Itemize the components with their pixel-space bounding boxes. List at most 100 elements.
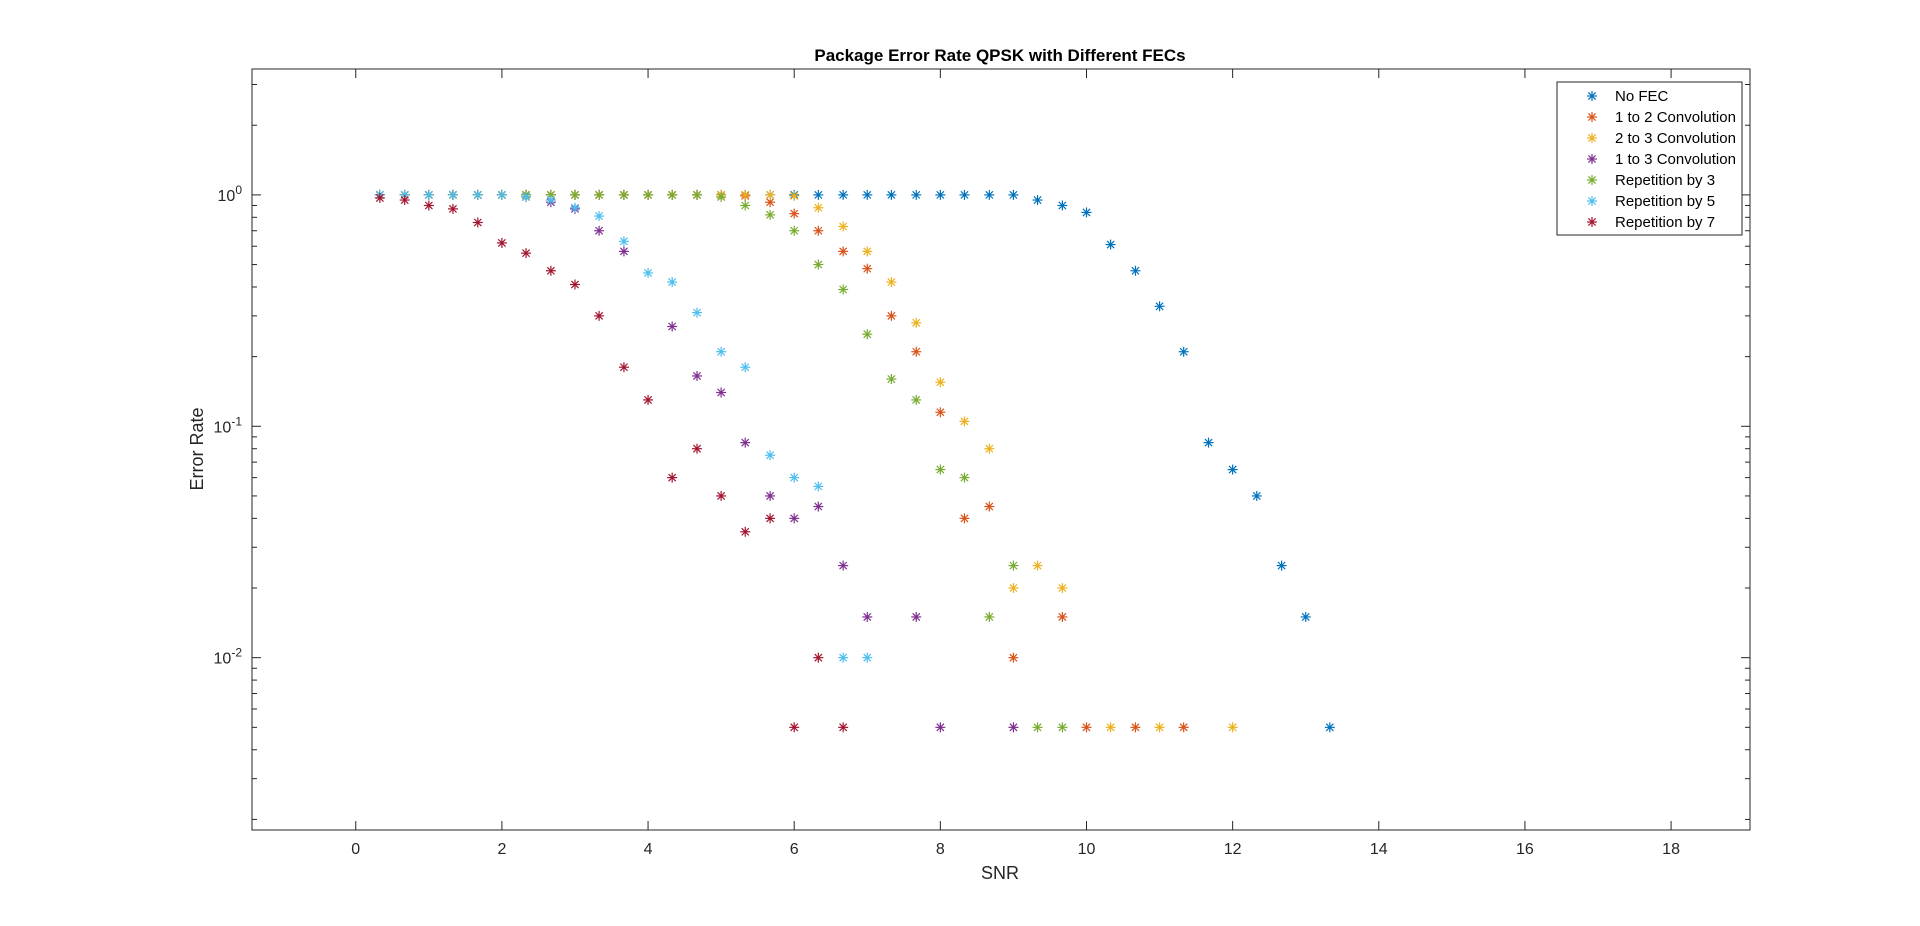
data-point [1105, 722, 1116, 733]
data-point [1057, 722, 1068, 733]
data-point [862, 611, 873, 622]
data-point [1276, 560, 1287, 571]
data-point [716, 346, 727, 357]
data-point [1008, 722, 1019, 733]
legend-label: 1 to 3 Convolution [1615, 151, 1736, 168]
data-point [716, 387, 727, 398]
data-point [1203, 437, 1214, 448]
data-point [838, 560, 849, 571]
data-point [838, 652, 849, 663]
data-point [1324, 722, 1335, 733]
plot-frame [251, 68, 1751, 831]
data-point [643, 394, 654, 405]
data-point [959, 416, 970, 427]
data-point [1081, 722, 1092, 733]
x-tick-label: 10 [1078, 841, 1096, 858]
data-point [862, 246, 873, 257]
x-tick-label: 0 [351, 841, 360, 858]
x-tick-label: 16 [1516, 841, 1534, 858]
x-tick-label: 6 [790, 841, 799, 858]
data-point [838, 189, 849, 200]
data-point [569, 202, 580, 213]
data-point [935, 407, 946, 418]
data-point [472, 217, 483, 228]
data-point [862, 263, 873, 274]
data-point [838, 221, 849, 232]
legend-item: 1 to 3 Convolution [1587, 151, 1736, 168]
legend-marker [1587, 175, 1597, 185]
legend-item: 2 to 3 Convolution [1587, 130, 1736, 147]
data-point [594, 225, 605, 236]
data-marks [374, 189, 1335, 733]
data-point [521, 191, 532, 202]
data-point [886, 310, 897, 321]
y-tick-base: 10 [214, 651, 232, 668]
data-point [594, 211, 605, 222]
legend-item: Repetition by 5 [1587, 193, 1715, 210]
data-point [447, 189, 458, 200]
legend-label: 1 to 2 Convolution [1615, 109, 1736, 126]
data-point [935, 464, 946, 475]
legend: No FEC 1 to 2 Convolution 2 to 3 Convoluti… [1556, 81, 1743, 236]
legend-item: Repetition by 3 [1587, 172, 1715, 189]
data-point [984, 501, 995, 512]
data-point [1081, 207, 1092, 218]
data-point [813, 189, 824, 200]
x-tick-label: 12 [1224, 841, 1242, 858]
data-point [813, 202, 824, 213]
data-point [862, 329, 873, 340]
y-axis-label: Error Rate [187, 407, 207, 490]
data-point [813, 481, 824, 492]
data-point [740, 437, 751, 448]
data-point [813, 225, 824, 236]
data-point [935, 377, 946, 388]
plot-area [252, 69, 1750, 830]
data-point [886, 374, 897, 385]
data-point [959, 189, 970, 200]
data-point [984, 443, 995, 454]
x-tick-label: 2 [497, 841, 506, 858]
data-point [1057, 611, 1068, 622]
data-point [1178, 722, 1189, 733]
data-point [545, 265, 556, 276]
data-point [1178, 346, 1189, 357]
data-point [789, 190, 800, 201]
data-point [521, 248, 532, 259]
data-point [1154, 722, 1165, 733]
data-point [765, 490, 776, 501]
legend-marker [1587, 112, 1597, 122]
series-repetition-by-5 [374, 189, 873, 663]
data-point [643, 267, 654, 278]
data-point [716, 191, 727, 202]
data-point [813, 652, 824, 663]
data-point [935, 722, 946, 733]
data-point [740, 362, 751, 373]
data-point [911, 611, 922, 622]
data-point [496, 237, 507, 248]
chart-title: Package Error Rate QPSK with Different F… [814, 46, 1185, 65]
data-point [1130, 265, 1141, 276]
data-point [667, 472, 678, 483]
data-point [1057, 200, 1068, 211]
data-point [692, 443, 703, 454]
data-point [1251, 490, 1262, 501]
x-tick-label: 8 [936, 841, 945, 858]
data-point [838, 246, 849, 257]
y-tick-label: 10-2 [214, 646, 243, 668]
data-point [1227, 722, 1238, 733]
data-point [472, 189, 483, 200]
data-point [1057, 583, 1068, 594]
data-point [765, 197, 776, 208]
legend-item: No FEC [1587, 88, 1669, 105]
data-point [984, 189, 995, 200]
data-point [1032, 195, 1043, 206]
data-point [496, 189, 507, 200]
data-point [1032, 722, 1043, 733]
data-point [692, 370, 703, 381]
data-point [765, 450, 776, 461]
y-tick-exponent: 0 [235, 183, 242, 197]
legend-label: Repetition by 7 [1615, 214, 1715, 231]
legend-label: Repetition by 5 [1615, 193, 1715, 210]
data-point [1032, 560, 1043, 571]
